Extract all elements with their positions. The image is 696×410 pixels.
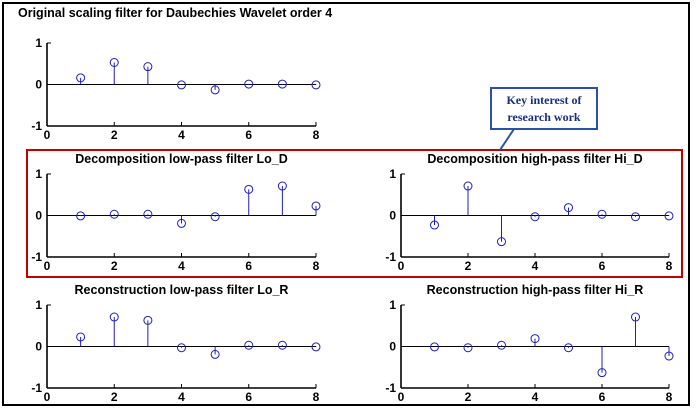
y-tick-label: 0 [389,340,396,354]
figure-title: Original scaling filter for Daubechies W… [18,6,333,20]
stem-marker [311,342,321,352]
stem-marker [597,368,607,378]
callout-line-2: research work [507,110,581,124]
x-tick-label: 4 [178,128,185,142]
y-tick-label: -1 [31,250,42,264]
stem-marker [177,218,186,228]
x-tick-label: 6 [599,259,606,273]
stem-marker [497,237,506,247]
x-tick-label: 0 [44,128,51,142]
x-tick-label: 6 [245,390,252,404]
stem-marker [530,334,540,344]
y-tick-label: -1 [31,119,42,133]
stem-marker [311,80,321,90]
y-tick-label: 0 [35,340,42,354]
x-tick-label: 2 [465,259,472,273]
callout-box: Key interest of research work [490,87,598,130]
stem-marker [76,332,86,342]
x-tick-label: 6 [245,128,252,142]
stem-marker [109,58,119,68]
subplot-title: Reconstruction high-pass filter Hi_R [427,283,644,297]
y-tick-label: 1 [389,167,396,181]
x-tick-label: 8 [666,390,673,404]
stem-marker [76,73,86,83]
x-tick-label: 4 [178,259,185,273]
stem-marker [277,79,287,89]
stem-marker [463,181,473,191]
stem-marker [631,212,640,222]
stem-marker [143,315,153,325]
stem-marker [597,209,607,219]
y-tick-label: 0 [35,78,42,92]
stem-marker [277,181,287,191]
subplot-title: Decomposition high-pass filter Hi_D [427,152,642,166]
x-tick-label: 8 [313,128,320,142]
stem-marker [76,211,86,221]
x-tick-label: 4 [532,390,539,404]
callout-line-1: Key interest of [506,93,582,107]
y-tick-label: 1 [389,298,396,312]
x-tick-label: 8 [666,259,673,273]
stem-marker [564,203,573,213]
stem-marker [244,340,254,350]
stem-marker [210,212,220,222]
stem-marker [664,211,674,221]
x-tick-label: 2 [111,259,118,273]
y-tick-label: 1 [35,36,42,50]
stem-marker [177,343,186,353]
x-tick-label: 4 [178,390,185,404]
stem-marker [143,62,153,72]
y-tick-label: -1 [31,381,42,395]
stem-marker [631,312,640,322]
x-tick-label: 2 [111,128,118,142]
highlight-box [26,149,683,278]
y-tick-label: -1 [385,381,396,395]
stem-marker [109,312,119,322]
x-tick-label: 0 [398,259,405,273]
stem-marker [210,349,220,359]
figure-frame [2,2,690,406]
y-tick-label: 1 [35,298,42,312]
stem-marker [143,209,153,219]
x-tick-label: 0 [44,390,51,404]
subplot-title: Decomposition low-pass filter Lo_D [75,152,288,166]
x-tick-label: 8 [313,390,320,404]
stem-marker [430,220,439,230]
stem-marker [564,343,573,353]
x-tick-label: 0 [398,390,405,404]
x-tick-label: 0 [44,259,51,273]
x-tick-label: 4 [532,259,539,273]
x-tick-label: 6 [599,390,606,404]
stem-marker [277,340,287,350]
stem-marker [311,201,321,211]
stem-marker [177,80,186,90]
stem-marker [463,343,473,353]
stem-marker [244,184,254,194]
x-tick-label: 2 [111,390,118,404]
stem-marker [530,212,540,222]
stem-marker [244,79,254,89]
stem-marker [109,209,119,219]
x-tick-label: 8 [313,259,320,273]
stem-marker [430,342,439,352]
y-tick-label: 0 [389,209,396,223]
stem-marker [664,351,674,361]
x-tick-label: 6 [245,259,252,273]
x-tick-label: 2 [465,390,472,404]
subplot-title: Reconstruction low-pass filter Lo_R [75,283,289,297]
y-tick-label: 1 [35,167,42,181]
y-tick-label: 0 [35,209,42,223]
stem-marker [497,340,506,350]
y-tick-label: -1 [385,250,396,264]
stem-marker [210,85,220,95]
